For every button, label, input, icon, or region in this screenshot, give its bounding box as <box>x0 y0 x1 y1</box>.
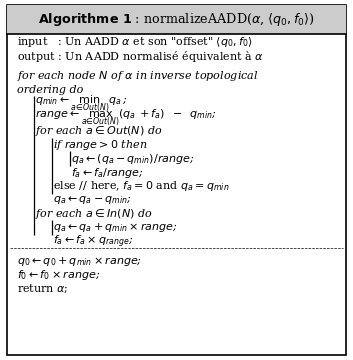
Text: $q_a \leftarrow q_a + q_{min} \times range$;: $q_a \leftarrow q_a + q_{min} \times ran… <box>53 221 178 234</box>
Text: $range \leftarrow \max_{a \in Out(N)}(q_a + f_a) \;\; - \;\; q_{min}$;: $range \leftarrow \max_{a \in Out(N)}(q_… <box>35 108 217 128</box>
Text: $q_{min} \leftarrow \min_{a \in Out(N)} q_a$;: $q_{min} \leftarrow \min_{a \in Out(N)} … <box>35 94 127 114</box>
Text: $f_a \leftarrow f_a \times q_{range}$;: $f_a \leftarrow f_a \times q_{range}$; <box>53 233 133 249</box>
Text: ordering do: ordering do <box>17 85 83 95</box>
FancyBboxPatch shape <box>7 5 346 34</box>
Text: for each $a \in Out(N)$ do: for each $a \in Out(N)$ do <box>35 125 162 138</box>
Text: for each node $N$ of $\alpha$ in inverse topological: for each node $N$ of $\alpha$ in inverse… <box>17 69 258 84</box>
Text: $f_0 \leftarrow f_0 \times range$;: $f_0 \leftarrow f_0 \times range$; <box>17 268 100 282</box>
FancyBboxPatch shape <box>7 5 346 355</box>
Text: input   : Un AADD $\alpha$ et son "offset" $\langle q_0, f_0\rangle$: input : Un AADD $\alpha$ et son "offset"… <box>17 36 253 49</box>
Text: $q_a \leftarrow (q_a - q_{min})/range$;: $q_a \leftarrow (q_a - q_{min})/range$; <box>71 152 195 166</box>
Text: for each $a \in In(N)$ do: for each $a \in In(N)$ do <box>35 207 152 221</box>
Text: $q_0 \leftarrow q_0 + q_{min} \times range$;: $q_0 \leftarrow q_0 + q_{min} \times ran… <box>17 255 142 268</box>
Text: $\mathbf{Algorithme\ 1}$ : normalizeAADD($\alpha$, $\langle q_0, f_0\rangle$): $\mathbf{Algorithme\ 1}$ : normalizeAADD… <box>38 11 315 28</box>
Text: output : Un AADD normalisé équivalent à $\alpha$: output : Un AADD normalisé équivalent à … <box>17 49 264 64</box>
Text: $f_a \leftarrow f_a/range$;: $f_a \leftarrow f_a/range$; <box>71 166 144 180</box>
Text: $q_a \leftarrow q_a - q_{min}$;: $q_a \leftarrow q_a - q_{min}$; <box>53 194 132 206</box>
Text: if $range > 0$ then: if $range > 0$ then <box>53 138 148 152</box>
Text: return $\alpha$;: return $\alpha$; <box>17 283 68 295</box>
Text: else $//$ here, $f_a = 0$ and $q_a = q_{min}$: else $//$ here, $f_a = 0$ and $q_a = q_{… <box>53 179 229 193</box>
